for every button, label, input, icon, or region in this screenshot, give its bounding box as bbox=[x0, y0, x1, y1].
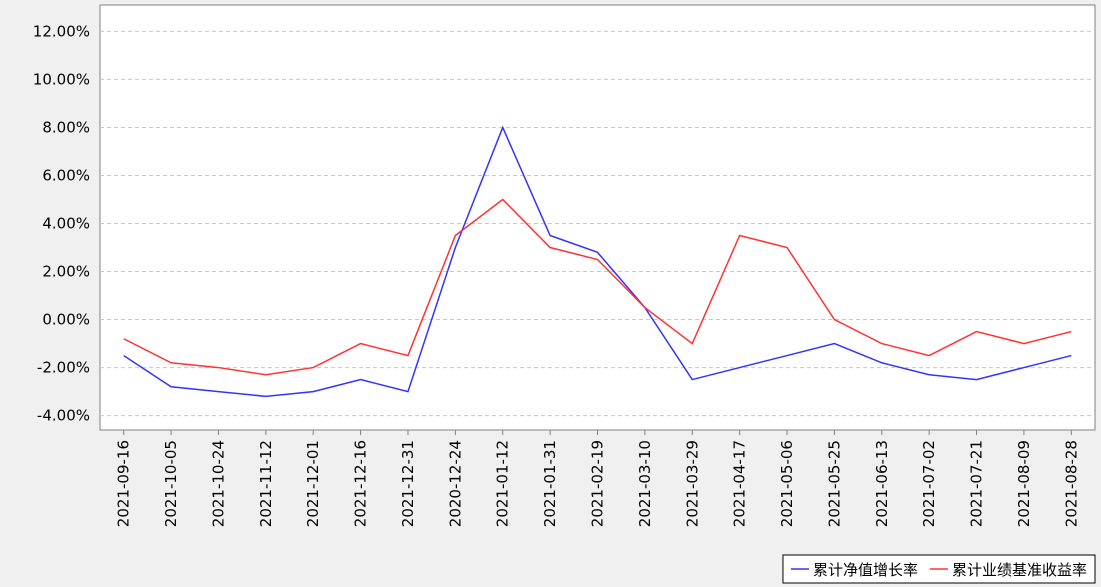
x-tick-label: 2021-11-12 bbox=[257, 440, 275, 527]
x-tick-label: 2021-07-21 bbox=[968, 440, 986, 527]
legend: 累计净值增长率 累计业绩基准收益率 bbox=[782, 554, 1096, 584]
y-tick-label: 8.00% bbox=[42, 118, 90, 136]
plot-area bbox=[99, 4, 1096, 431]
y-tick-label: 6.00% bbox=[42, 166, 90, 184]
y-tick-label: 10.00% bbox=[33, 70, 90, 88]
x-tick-label: 2020-12-24 bbox=[446, 440, 464, 527]
x-tick-label: 2021-01-31 bbox=[541, 440, 559, 527]
x-tick-label: 2021-05-06 bbox=[778, 440, 796, 527]
x-tick-label: 2021-10-24 bbox=[209, 440, 227, 527]
x-tick-label: 2021-05-25 bbox=[825, 440, 843, 527]
x-tick-label: 2021-04-17 bbox=[731, 440, 749, 527]
y-tick-label: 4.00% bbox=[42, 215, 90, 233]
series-line bbox=[123, 125, 1072, 398]
y-tick-label: 0.00% bbox=[42, 311, 90, 329]
y-tick-label: 2.00% bbox=[42, 263, 90, 281]
x-tick-label: 2021-03-29 bbox=[683, 440, 701, 527]
x-tick-label: 2021-01-12 bbox=[494, 440, 512, 527]
x-tick-label: 2021-02-19 bbox=[589, 440, 607, 527]
x-tick-label: 2021-12-01 bbox=[304, 440, 322, 527]
y-tick-label: -4.00% bbox=[37, 407, 90, 425]
legend-label: 累计业绩基准收益率 bbox=[952, 561, 1087, 579]
x-tick-label: 2021-06-13 bbox=[873, 440, 891, 527]
x-tick-label: 2021-08-09 bbox=[1015, 440, 1033, 527]
x-tick-label: 2021-10-05 bbox=[162, 440, 180, 527]
series-line bbox=[123, 198, 1072, 376]
x-tick-label: 2021-07-02 bbox=[920, 440, 938, 527]
legend-label: 累计净值增长率 bbox=[813, 561, 918, 579]
x-tick-label: 2021-03-10 bbox=[636, 440, 654, 527]
y-tick-label: 12.00% bbox=[33, 22, 90, 40]
x-tick-label: 2021-12-16 bbox=[352, 440, 370, 527]
x-tick-label: 2021-09-16 bbox=[115, 440, 133, 527]
y-tick-label: -2.00% bbox=[37, 359, 90, 377]
x-tick-label: 2021-12-31 bbox=[399, 440, 417, 527]
x-tick-label: 2021-08-28 bbox=[1062, 440, 1080, 527]
